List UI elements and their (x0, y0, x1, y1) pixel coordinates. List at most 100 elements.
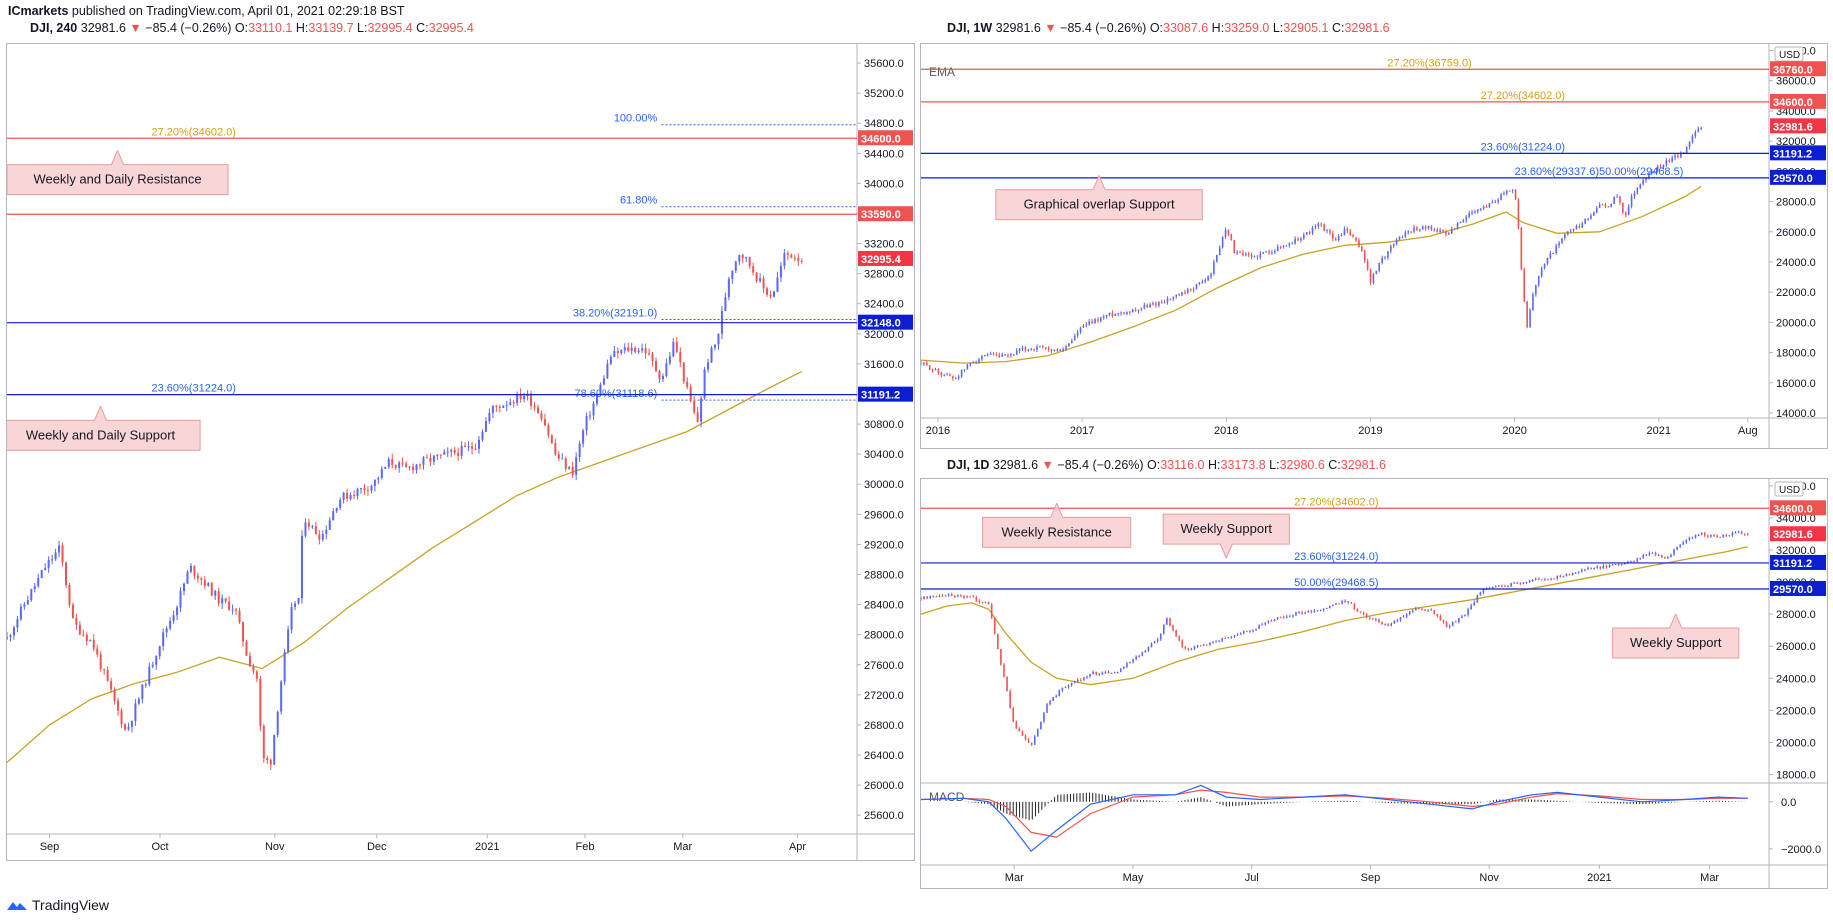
candle-body (1068, 343, 1070, 347)
level-label: 27.20%(34602.0) (152, 126, 236, 138)
candle-body (1393, 620, 1396, 624)
candle-body (1198, 282, 1201, 285)
x-tick-label: Sep (1361, 872, 1381, 884)
y-tick-label: 28400.0 (864, 600, 904, 612)
candle-body (589, 415, 592, 417)
candle-body (495, 405, 498, 407)
candle-body (1645, 178, 1647, 181)
price-badge-label: 32981.6 (1773, 121, 1813, 133)
candle-body (654, 360, 657, 371)
candle-body (1636, 187, 1639, 194)
candle-body (1719, 536, 1721, 538)
candle-body (47, 559, 50, 568)
candle-body (1439, 615, 1442, 621)
candle-body (1411, 610, 1414, 612)
candle-body (1204, 280, 1207, 282)
annotation-box (1162, 513, 1290, 559)
candle-body (1091, 321, 1093, 324)
candle-body (1584, 219, 1586, 224)
candle-body (1030, 742, 1033, 745)
candle-body (585, 415, 588, 431)
left-chart-svg[interactable]: 25600.0 26000.0 26400.0 26800.0 27200.0 27600… (0, 44, 914, 860)
annotation-text: Graphical overlap Support (1024, 197, 1175, 212)
candle-body (1439, 230, 1441, 232)
candle-body (1150, 643, 1153, 648)
y-tick-label: 26400.0 (864, 750, 904, 762)
candle-body (783, 253, 786, 266)
candle-body (162, 632, 165, 647)
price-badge-label: 32995.4 (861, 254, 902, 266)
candle-body (1488, 203, 1491, 208)
candle-body (797, 257, 800, 261)
candle-body (1218, 247, 1221, 256)
candle-body (1605, 565, 1608, 568)
candle-body (1559, 575, 1562, 578)
y-tick-label: 34000.0 (864, 178, 904, 190)
candle-body (969, 362, 972, 365)
x-tick-label: 2021 (1587, 872, 1611, 884)
level-badge (1770, 61, 1826, 77)
candle-body (1070, 682, 1073, 686)
candle-body (1390, 623, 1393, 626)
level-badge (1770, 145, 1826, 161)
left-close: 32995.4 (428, 21, 474, 35)
ema-line (920, 546, 1748, 686)
candle-body (432, 455, 435, 462)
candle-body (990, 604, 993, 619)
candle-body (1433, 610, 1436, 615)
x-tick-label: 2020 (1502, 425, 1526, 437)
candle-body (693, 401, 696, 413)
x-tick-label: Jul (1245, 872, 1259, 884)
candle-body (1436, 229, 1439, 232)
weekly-chart-panel[interactable]: 14000.0 16000.0 18000.0 20000.0 22000.0 24000… (920, 43, 1828, 449)
level-badge-label: 31191.2 (861, 390, 900, 402)
candle-body (1685, 539, 1688, 543)
daily-chart-panel[interactable]: 18000.0 20000.0 22000.0 24000.0 26000.0 28000… (920, 478, 1828, 889)
y-tick-label: 16000.0 (1776, 378, 1816, 390)
candle-body (1456, 222, 1459, 229)
candle-body (373, 479, 376, 486)
candle-body (280, 681, 283, 712)
left-chart-panel[interactable]: 25600.0 26000.0 26400.0 26800.0 27200.0 27600… (0, 43, 915, 861)
candle-body (446, 451, 449, 453)
level-badge (858, 386, 913, 402)
candle-body (1694, 535, 1697, 538)
candle-body (457, 452, 460, 456)
candle-body (1427, 225, 1430, 229)
level-badge (858, 130, 913, 146)
candle-body (1210, 273, 1212, 277)
candle-body (1410, 231, 1412, 233)
candle-body (16, 619, 19, 628)
candle-body (938, 595, 941, 597)
candle-body (1513, 582, 1516, 584)
candle-body (1668, 160, 1671, 162)
candle-body (1033, 349, 1035, 351)
candle-body (1491, 201, 1494, 204)
candle-body (1305, 232, 1308, 235)
candle-body (1129, 311, 1131, 313)
tradingview-footer[interactable]: TradingView (6, 897, 109, 913)
candle-body (1262, 252, 1265, 254)
candle-body (1325, 607, 1328, 609)
candle-body (1627, 206, 1630, 215)
weekly-chart-svg[interactable]: 14000.0 16000.0 18000.0 20000.0 22000.0 24000… (920, 44, 1827, 448)
candle-body (328, 520, 331, 530)
candle-body (1249, 630, 1251, 632)
candle-body (321, 533, 324, 540)
candle-body (1230, 234, 1233, 241)
candle-body (1086, 676, 1088, 678)
candle-body (502, 405, 505, 408)
candle-body (127, 726, 130, 730)
candle-body (1540, 268, 1543, 277)
candle-body (75, 617, 78, 625)
daily-chart-svg[interactable]: 18000.0 20000.0 22000.0 24000.0 26000.0 28000… (920, 479, 1827, 888)
candle-body (1138, 655, 1141, 657)
candle-body (710, 347, 713, 363)
candle-body (1295, 612, 1297, 616)
candle-body (359, 488, 362, 490)
candle-body (1362, 613, 1365, 615)
y-tick-label: 32400.0 (864, 299, 904, 311)
candle-body (1247, 253, 1250, 256)
candle-body (931, 369, 934, 371)
level-label: 27.20%(34602.0) (1294, 496, 1378, 508)
